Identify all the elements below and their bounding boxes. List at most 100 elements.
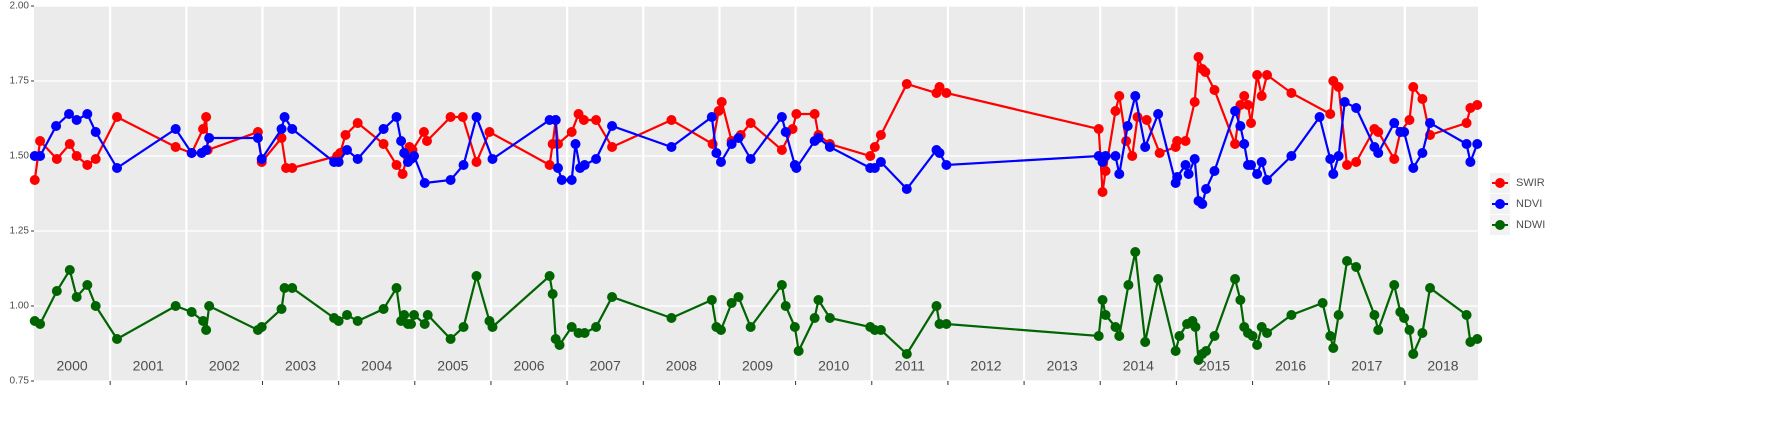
point bbox=[445, 334, 456, 344]
point bbox=[556, 175, 567, 185]
point bbox=[29, 175, 40, 185]
point bbox=[824, 313, 835, 323]
year-label: 2012 bbox=[970, 358, 1001, 374]
point bbox=[396, 136, 407, 146]
point bbox=[287, 283, 298, 293]
point bbox=[90, 127, 101, 137]
point bbox=[1239, 139, 1250, 149]
point bbox=[399, 310, 410, 320]
legend-marker bbox=[1495, 220, 1505, 230]
point bbox=[706, 112, 717, 122]
point bbox=[931, 301, 942, 311]
year-label: 2000 bbox=[57, 358, 88, 374]
point bbox=[1110, 322, 1121, 332]
point bbox=[726, 298, 737, 308]
point bbox=[1189, 154, 1200, 164]
year-label: 2014 bbox=[1123, 358, 1154, 374]
point bbox=[1252, 169, 1263, 179]
point bbox=[552, 139, 563, 149]
point bbox=[666, 313, 677, 323]
point bbox=[352, 154, 363, 164]
point bbox=[487, 322, 498, 332]
point bbox=[418, 127, 429, 137]
point bbox=[1389, 154, 1400, 164]
point bbox=[409, 151, 420, 161]
point bbox=[391, 160, 402, 170]
point bbox=[1256, 91, 1267, 101]
point bbox=[901, 184, 912, 194]
point bbox=[333, 316, 344, 326]
point bbox=[1328, 343, 1339, 353]
point bbox=[378, 139, 389, 149]
point bbox=[112, 334, 123, 344]
point bbox=[198, 316, 209, 326]
point bbox=[1342, 256, 1353, 266]
point bbox=[1262, 70, 1273, 80]
point bbox=[1093, 124, 1104, 134]
point bbox=[1317, 298, 1328, 308]
point bbox=[64, 139, 75, 149]
point bbox=[378, 304, 389, 314]
point bbox=[1314, 112, 1325, 122]
point bbox=[1247, 331, 1258, 341]
point bbox=[471, 271, 482, 281]
point bbox=[82, 160, 93, 170]
point bbox=[733, 292, 744, 302]
point bbox=[1351, 262, 1362, 272]
point bbox=[1373, 325, 1384, 335]
point bbox=[869, 142, 880, 152]
point bbox=[1209, 85, 1220, 95]
point bbox=[1417, 328, 1428, 338]
point bbox=[1389, 280, 1400, 290]
point bbox=[1286, 151, 1297, 161]
legend-label: SWIR bbox=[1516, 177, 1545, 189]
point bbox=[1325, 109, 1336, 119]
point bbox=[1333, 82, 1344, 92]
point bbox=[607, 292, 618, 302]
point bbox=[745, 154, 756, 164]
point bbox=[578, 115, 589, 125]
point bbox=[422, 310, 433, 320]
point bbox=[934, 319, 945, 329]
point bbox=[276, 304, 287, 314]
point bbox=[170, 301, 181, 311]
year-label: 2017 bbox=[1351, 358, 1382, 374]
point bbox=[809, 109, 820, 119]
point bbox=[391, 112, 402, 122]
legend-label: NDVI bbox=[1516, 198, 1542, 210]
point bbox=[391, 283, 402, 293]
point bbox=[1153, 109, 1164, 119]
point bbox=[1097, 187, 1108, 197]
point bbox=[1200, 67, 1211, 77]
point bbox=[51, 154, 62, 164]
point bbox=[1246, 118, 1257, 128]
point bbox=[90, 301, 101, 311]
point bbox=[1093, 331, 1104, 341]
point bbox=[421, 136, 432, 146]
point bbox=[566, 322, 577, 332]
point bbox=[570, 139, 581, 149]
point bbox=[934, 148, 945, 158]
point bbox=[1174, 331, 1185, 341]
point bbox=[1123, 280, 1134, 290]
point bbox=[813, 295, 824, 305]
point bbox=[1417, 148, 1428, 158]
point bbox=[1461, 118, 1472, 128]
point bbox=[869, 163, 880, 173]
point bbox=[1114, 91, 1125, 101]
point bbox=[342, 145, 353, 155]
point bbox=[1328, 169, 1339, 179]
point bbox=[1235, 295, 1246, 305]
point bbox=[1351, 157, 1362, 167]
point bbox=[445, 112, 456, 122]
point bbox=[666, 142, 677, 152]
point bbox=[1235, 121, 1246, 131]
point bbox=[1339, 97, 1350, 107]
point bbox=[716, 97, 727, 107]
point bbox=[1256, 157, 1267, 167]
point bbox=[1465, 157, 1476, 167]
point bbox=[780, 127, 791, 137]
point bbox=[399, 148, 410, 158]
point bbox=[445, 175, 456, 185]
